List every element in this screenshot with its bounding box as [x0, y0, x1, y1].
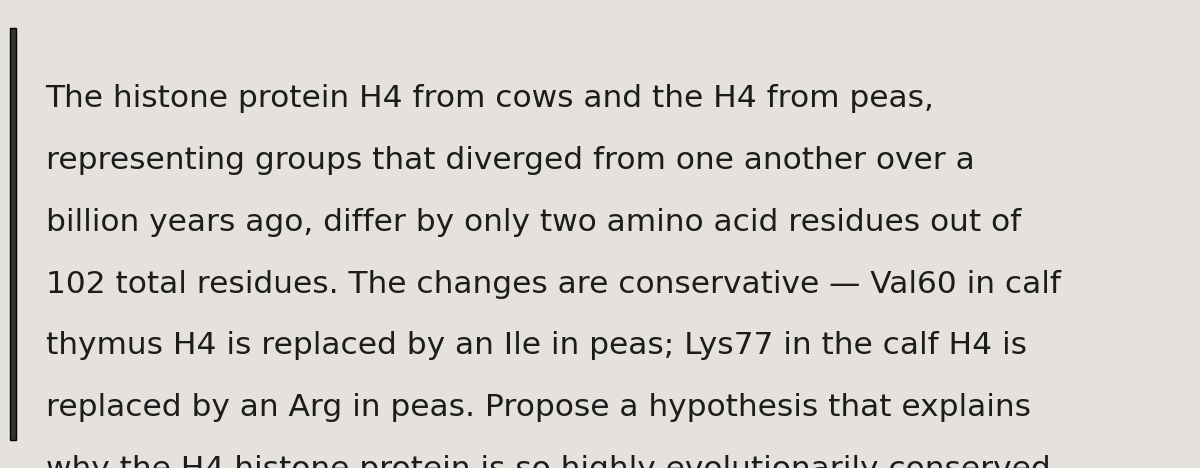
Text: The histone protein H4 from cows and the H4 from peas,: The histone protein H4 from cows and the…	[46, 84, 935, 113]
Text: thymus H4 is replaced by an Ile in peas; Lys77 in the calf H4 is: thymus H4 is replaced by an Ile in peas;…	[46, 331, 1026, 360]
Text: replaced by an Arg in peas. Propose a hypothesis that explains: replaced by an Arg in peas. Propose a hy…	[46, 393, 1031, 422]
FancyBboxPatch shape	[10, 28, 16, 440]
Text: billion years ago, differ by only two amino acid residues out of: billion years ago, differ by only two am…	[46, 208, 1021, 237]
Text: representing groups that diverged from one another over a: representing groups that diverged from o…	[46, 146, 974, 175]
Text: why the H4 histone protein is so highly evolutionarily conserved.: why the H4 histone protein is so highly …	[46, 455, 1061, 468]
Text: 102 total residues. The changes are conservative — Val60 in calf: 102 total residues. The changes are cons…	[46, 270, 1061, 299]
